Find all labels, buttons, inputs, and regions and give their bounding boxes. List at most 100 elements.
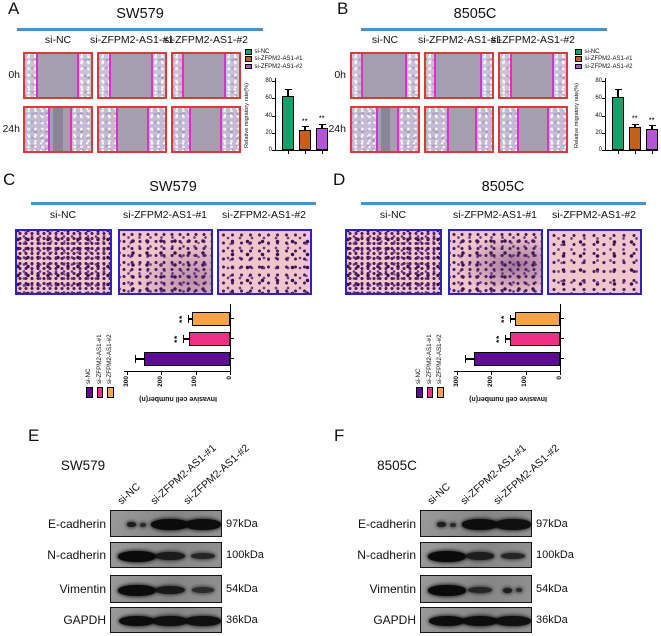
category-tick-mark bbox=[561, 318, 564, 320]
bar bbox=[192, 312, 230, 326]
category-tick-mark bbox=[561, 338, 564, 340]
column-label-c-1: si-ZFPM2-AS1-#1 bbox=[122, 209, 207, 221]
blot-band bbox=[503, 587, 512, 593]
error-bar-line bbox=[510, 318, 516, 320]
y-tick-mark bbox=[601, 132, 605, 134]
category-tick-mark bbox=[287, 151, 289, 154]
blot-mw-label-f-1: 100kDa bbox=[536, 549, 574, 561]
wound-cells-left bbox=[99, 108, 117, 151]
blot-band bbox=[495, 519, 531, 530]
blot-band bbox=[191, 586, 215, 594]
error-bar-cap bbox=[509, 315, 511, 323]
y-tick-mark bbox=[601, 98, 605, 100]
y-tick-label: 40 bbox=[595, 112, 602, 119]
y-tick-mark bbox=[601, 150, 605, 151]
bar bbox=[316, 127, 328, 150]
x-axis-line bbox=[605, 150, 658, 152]
y-axis-label: Invasive cell number(n) bbox=[469, 395, 548, 402]
legend-label: si-NC bbox=[254, 48, 270, 55]
legend-swatch bbox=[245, 49, 252, 55]
y-tick-label: 0 bbox=[598, 147, 602, 153]
wound-cells-left bbox=[500, 108, 518, 151]
legend-swatch bbox=[575, 56, 582, 62]
wound-edge-marker bbox=[224, 54, 227, 97]
column-label-a-0: si-NC bbox=[44, 34, 72, 46]
wound-cells-right bbox=[476, 108, 492, 151]
blot-band bbox=[140, 522, 146, 527]
legend-swatch bbox=[437, 387, 444, 398]
legend-label: si-NC bbox=[85, 368, 93, 384]
significance-label: ** bbox=[649, 117, 655, 124]
y-tick-mark bbox=[161, 372, 163, 376]
bar bbox=[629, 126, 641, 150]
error-bar-cap bbox=[648, 125, 656, 127]
wound-edge-marker bbox=[76, 54, 79, 97]
wound-cells-right bbox=[221, 108, 239, 151]
panel-c-title: SW579 bbox=[149, 179, 197, 195]
wound-scratch bbox=[52, 108, 64, 151]
wound-cells-left bbox=[25, 54, 37, 97]
wound-edge-marker bbox=[47, 108, 50, 151]
y-tick-label: 300 bbox=[122, 376, 130, 387]
blot-strip-f-2 bbox=[420, 575, 532, 603]
error-bar-line bbox=[188, 318, 193, 320]
blot-band bbox=[151, 519, 189, 530]
blot-mw-label-f-0: 97kDa bbox=[536, 517, 568, 530]
lane-label-f-0: si-NC bbox=[425, 480, 453, 508]
y-axis-label: Relative migratory rate(%) bbox=[574, 83, 580, 148]
y-axis-line bbox=[275, 78, 277, 150]
wound-edge-marker bbox=[115, 108, 118, 151]
blot-band bbox=[465, 552, 495, 560]
chart-b: si-NC si-ZFPM2-AS1-#1 si-ZFPM2-AS1-#2 Relat… bbox=[573, 47, 660, 165]
blot-band bbox=[190, 552, 216, 560]
row-label-b-0: 0h bbox=[334, 69, 346, 81]
panel-a-header-rule bbox=[17, 28, 263, 31]
error-bar-cap bbox=[504, 335, 506, 343]
legend-swatch bbox=[245, 63, 252, 70]
blot-band bbox=[450, 522, 456, 527]
panel-b-header-rule bbox=[361, 28, 607, 31]
wound-edge-marker bbox=[188, 108, 191, 151]
wound-cells-right bbox=[147, 108, 165, 151]
y-tick-label: 100 bbox=[521, 376, 529, 387]
blot-strip-e-0 bbox=[110, 510, 222, 537]
transwell-image-c-2 bbox=[217, 229, 312, 295]
legend-swatch bbox=[86, 387, 93, 398]
chart-d: si-NC si-ZFPM2-AS1-#1 si-ZFPM2-AS1-#2 Invas… bbox=[415, 302, 575, 402]
column-label-c-0: si-NC bbox=[49, 209, 77, 221]
bar bbox=[299, 130, 311, 150]
error-bar-cap bbox=[135, 355, 137, 363]
category-tick-mark bbox=[231, 358, 234, 360]
panel-letter-b: B bbox=[337, 0, 349, 18]
column-label-d-1: si-ZFPM2-AS1-#1 bbox=[452, 209, 537, 221]
row-label-b-1: 24h bbox=[328, 123, 346, 135]
wound-edge-marker bbox=[552, 54, 555, 97]
row-label-a-0: 0h bbox=[8, 69, 20, 81]
column-label-a-2: si-ZFPM2-AS1-#2 bbox=[163, 34, 248, 46]
y-tick-mark bbox=[525, 372, 527, 376]
category-tick-mark bbox=[617, 151, 619, 154]
error-bar-line bbox=[617, 89, 619, 97]
blot-band bbox=[152, 615, 188, 627]
panel-f-cell-line: 8505C bbox=[377, 458, 417, 473]
significance-label: ** bbox=[176, 315, 187, 323]
error-bar-cap bbox=[187, 315, 189, 323]
wound-cells-left bbox=[426, 54, 436, 97]
column-label-b-2: si-ZFPM2-AS1-#2 bbox=[490, 34, 575, 46]
wound-edge-marker bbox=[509, 54, 512, 97]
legend-swatch bbox=[426, 387, 433, 398]
panel-c-header-rule bbox=[31, 202, 316, 205]
blot-mw-label-e-2: 54kDa bbox=[226, 583, 258, 595]
y-tick-mark bbox=[271, 115, 275, 117]
wound-cells-right bbox=[225, 54, 239, 97]
wound-edge-marker bbox=[151, 54, 154, 97]
y-tick-label: 20 bbox=[595, 129, 602, 136]
wound-cells-right bbox=[406, 54, 418, 97]
x-axis-line bbox=[275, 150, 328, 152]
blot-band bbox=[428, 584, 466, 596]
legend-label: si-ZFPM2-AS1-#2 bbox=[436, 334, 444, 384]
error-bar-line bbox=[287, 89, 289, 96]
y-tick-label: 0 bbox=[225, 376, 233, 380]
blot-strip-e-2 bbox=[110, 575, 222, 603]
category-tick-mark bbox=[231, 318, 234, 320]
